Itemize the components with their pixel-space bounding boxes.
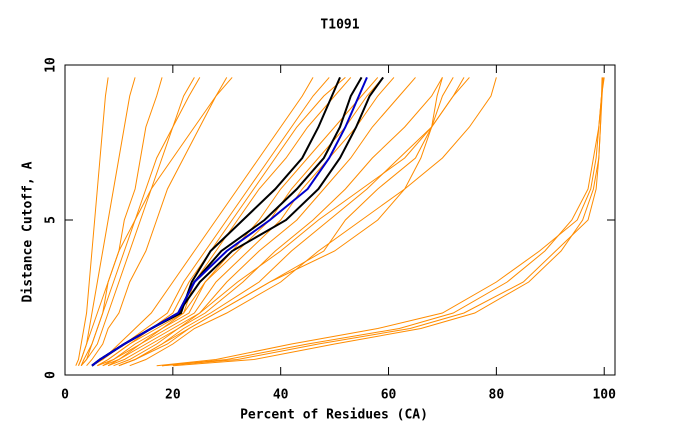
series-line xyxy=(118,77,454,367)
x-tick-label: 0 xyxy=(61,388,69,403)
series-line xyxy=(129,77,497,367)
series-line xyxy=(156,77,604,367)
series-line xyxy=(107,77,416,367)
x-axis-label: Percent of Residues (CA) xyxy=(240,408,428,423)
chart-title: T1091 xyxy=(320,18,359,33)
x-tick-label: 20 xyxy=(165,388,181,403)
series-line xyxy=(91,77,368,367)
series-line xyxy=(91,77,314,367)
x-tick-label: 100 xyxy=(592,388,616,403)
y-tick-label: 0 xyxy=(44,371,59,379)
x-tick-label: 60 xyxy=(381,388,397,403)
y-tick-label: 10 xyxy=(44,57,59,73)
series-line xyxy=(80,77,233,367)
series-line xyxy=(86,77,228,367)
series-line xyxy=(162,77,603,367)
y-tick-label: 5 xyxy=(44,216,59,224)
series-line xyxy=(78,77,201,366)
series-line xyxy=(113,77,443,367)
series-line xyxy=(75,77,109,366)
y-axis-label: Distance Cutoff, A xyxy=(21,161,36,302)
x-tick-label: 80 xyxy=(489,388,505,403)
x-tick-label: 40 xyxy=(273,388,289,403)
